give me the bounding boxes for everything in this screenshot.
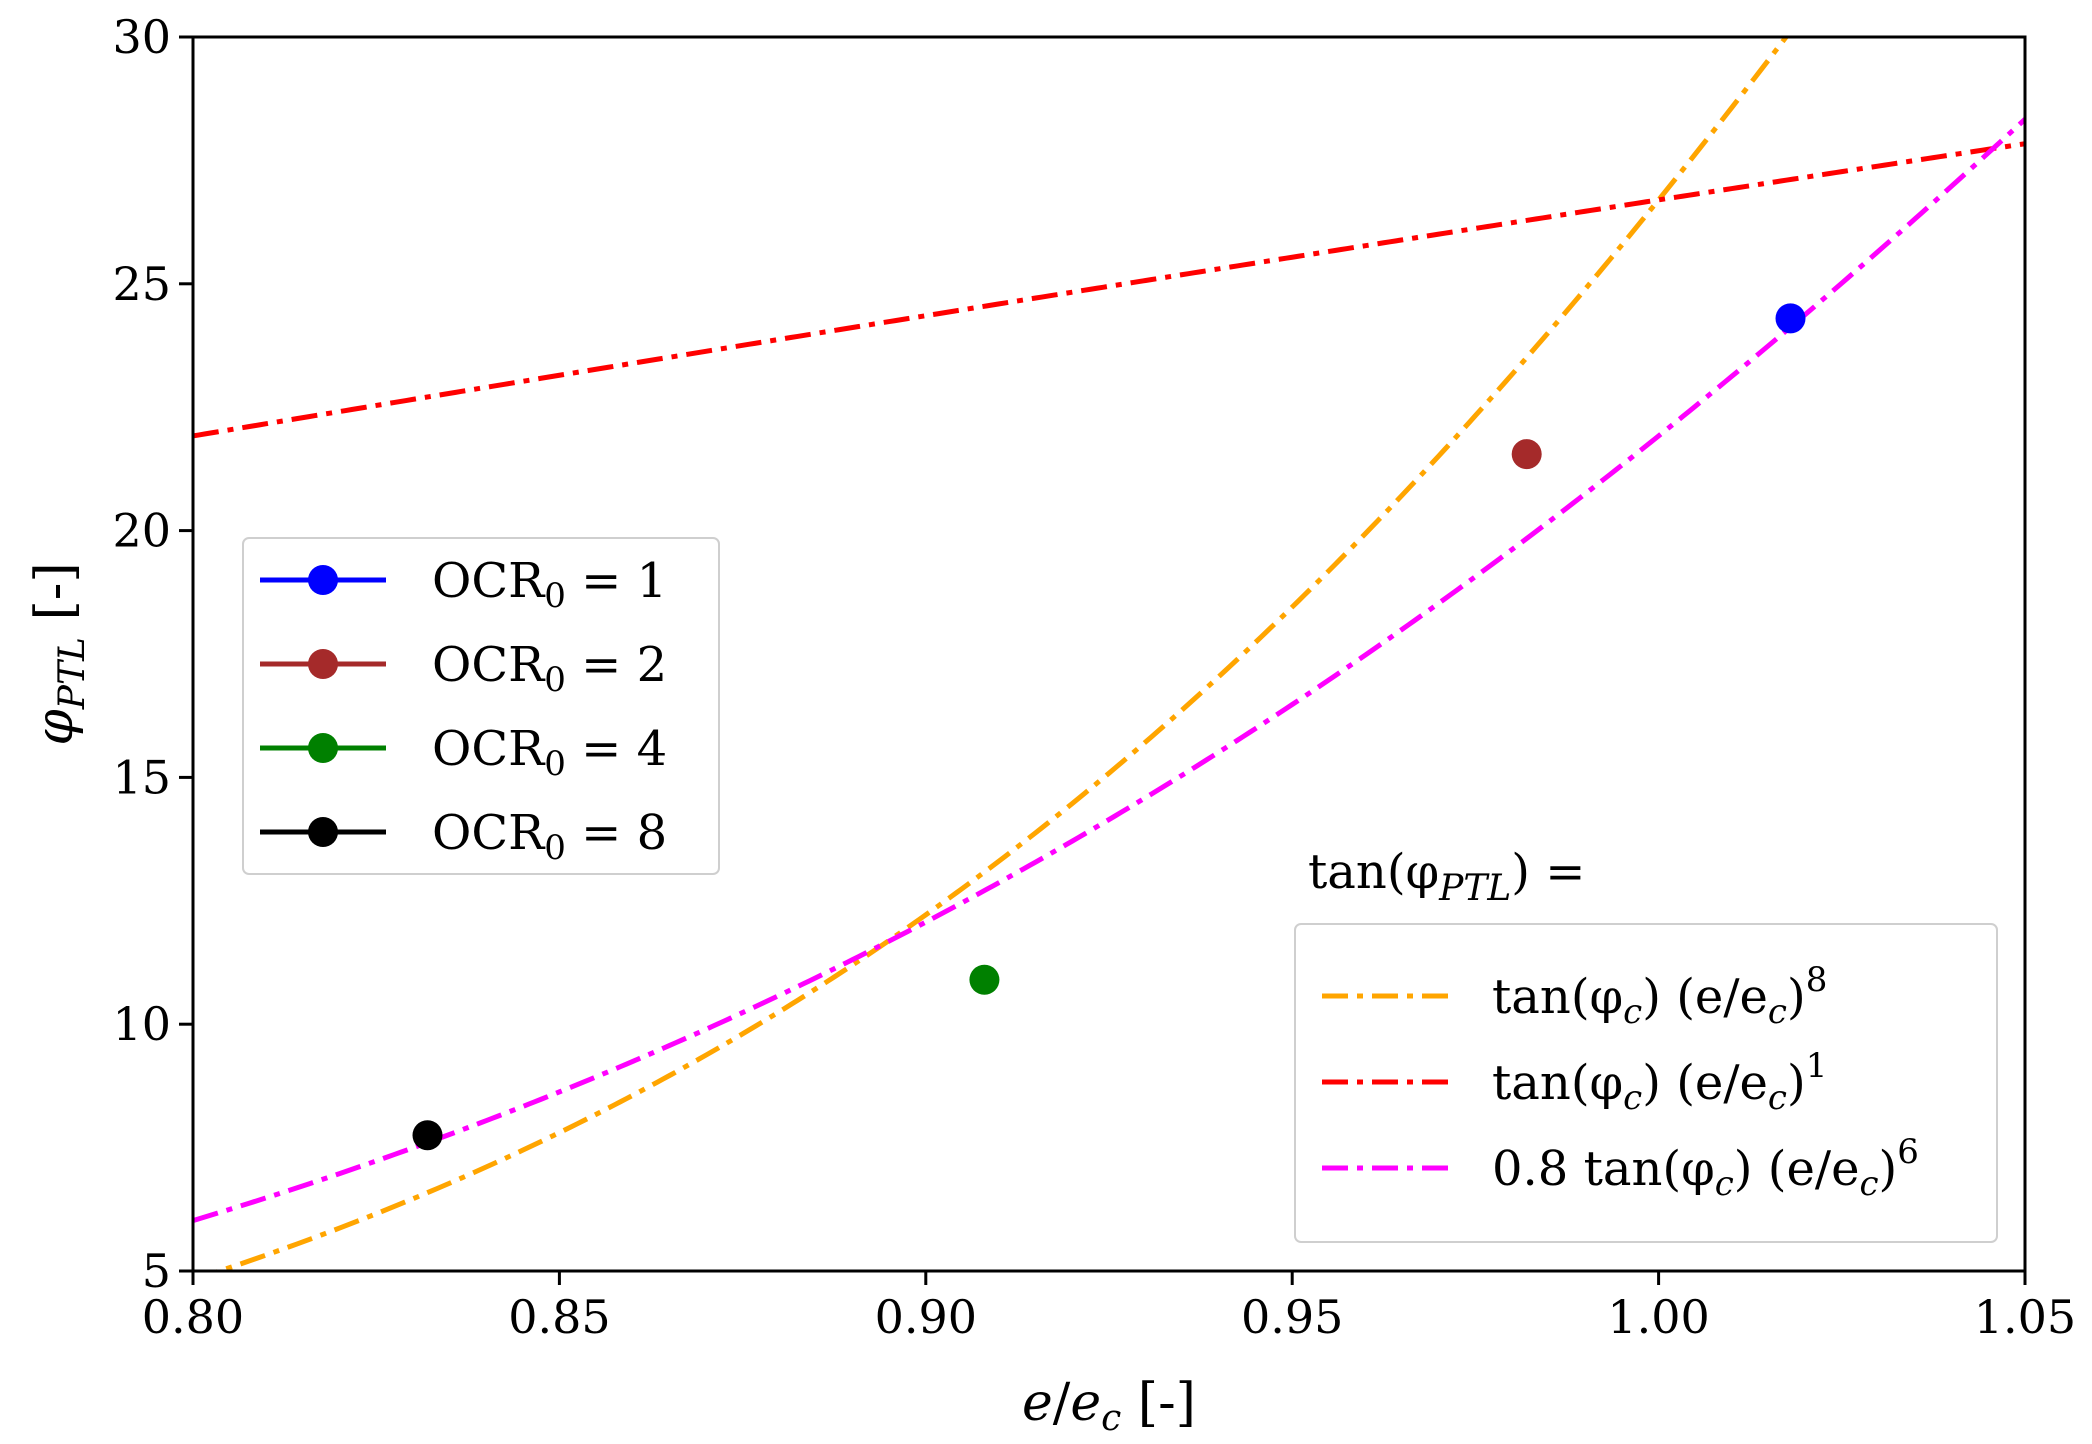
points-legend: OCR0 = 1 OCR0 = 2 OCR0 = 4 OCR0 = 8 — [242, 537, 720, 875]
legend-marker — [308, 565, 338, 595]
legend-label: tan(φc) (e/ec)1 — [1492, 1046, 1827, 1118]
x-tick-label: 1.00 — [1607, 1290, 1709, 1344]
y-tick-label: 25 — [112, 257, 171, 311]
data-points — [412, 303, 1806, 1151]
legend-marker — [308, 649, 338, 679]
y-tick-label: 10 — [112, 997, 171, 1051]
fit-curve — [193, 117, 2025, 1223]
legend-label: tan(φc) (e/ec)8 — [1492, 960, 1827, 1032]
y-tick-label: 20 — [112, 504, 171, 558]
data-point — [969, 964, 1000, 995]
x-tick-label: 1.05 — [1974, 1290, 2076, 1344]
y-axis-ticks: 5 10 15 20 25 30 — [112, 10, 193, 1298]
y-tick-label: 15 — [112, 750, 171, 804]
fit-curves — [193, 37, 2025, 1271]
x-axis-ticks: 0.80 0.85 0.90 0.95 1.00 1.05 — [142, 1271, 2076, 1344]
legend-label: OCR0 = 1 — [432, 553, 667, 616]
x-tick-label: 0.80 — [142, 1290, 244, 1344]
fit-curve — [193, 141, 2025, 439]
data-point — [1775, 303, 1806, 334]
y-tick-label: 5 — [142, 1244, 171, 1298]
fits-legend-title: tan(φPTL) = — [1308, 844, 1586, 909]
x-tick-label: 0.85 — [508, 1290, 610, 1344]
y-axis-label: φPTL [-] — [25, 562, 93, 745]
y-tick-label: 30 — [112, 10, 171, 64]
plot-frame — [191, 35, 2027, 1273]
legend-label: OCR0 = 4 — [432, 721, 667, 784]
fits-legend: tan(φc) (e/ec)8 tan(φc) (e/ec)1 0.8 tan(φc… — [1294, 923, 1998, 1243]
legend-item: OCR0 = 4 — [260, 721, 667, 784]
x-tick-label: 0.95 — [1241, 1290, 1343, 1344]
legend-item: 0.8 tan(φc) (e/ec)6 — [1322, 1132, 1919, 1204]
data-point — [412, 1120, 443, 1151]
fit-curve — [211, 37, 1790, 1271]
data-point — [1511, 439, 1542, 470]
legend-label: 0.8 tan(φc) (e/ec)6 — [1492, 1132, 1919, 1204]
legend-item: OCR0 = 8 — [260, 805, 667, 868]
legend-item: tan(φc) (e/ec)8 — [1322, 960, 1827, 1032]
legend-item: tan(φc) (e/ec)1 — [1322, 1046, 1827, 1118]
legend-item: OCR0 = 1 — [260, 553, 667, 616]
x-tick-label: 0.90 — [875, 1290, 977, 1344]
legend-label: OCR0 = 2 — [432, 637, 667, 700]
legend-marker — [308, 733, 338, 763]
legend-marker — [308, 817, 338, 847]
legend-label: OCR0 = 8 — [432, 805, 667, 868]
x-axis-label: e/ec [-] — [1022, 1373, 1196, 1439]
legend-item: OCR0 = 2 — [260, 637, 667, 700]
